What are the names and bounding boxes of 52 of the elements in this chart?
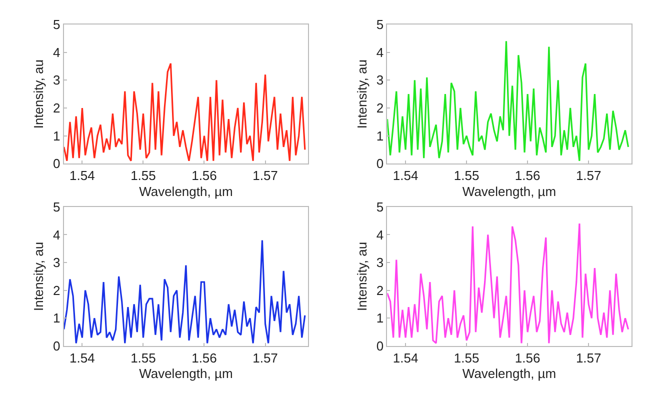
y-tick-label: 3 (53, 72, 60, 88)
x-tick-label: 1.57 (252, 168, 278, 184)
x-tick-label: 1.55 (454, 168, 480, 184)
y-tick-label: 0 (53, 338, 60, 354)
x-tick-label: 1.54 (70, 168, 95, 184)
y-tick-label: 0 (376, 338, 384, 354)
line-series (64, 62, 306, 162)
y-tick-label: 3 (376, 72, 384, 88)
x-tick-label: 1.56 (514, 168, 540, 184)
y-tick-label: 1 (53, 310, 60, 326)
y-tick-label: 2 (53, 282, 60, 298)
y-tick-label: 5 (376, 17, 384, 32)
x-tick-label: 1.55 (454, 350, 480, 366)
y-tick-label: 4 (376, 44, 384, 60)
x-tick-label: 1.55 (130, 168, 156, 184)
x-tick-label: 1.57 (576, 168, 602, 184)
y-tick-label: 1 (376, 128, 384, 144)
y-tick-label: 1 (376, 310, 384, 326)
x-tick-label: 1.55 (130, 350, 156, 366)
y-tick-label: 2 (376, 100, 384, 116)
y-tick-label: 4 (53, 44, 60, 60)
y-tick-label: 1 (53, 128, 60, 144)
line-series (387, 40, 630, 162)
x-tick-label: 1.54 (392, 168, 418, 184)
x-tick-label: 1.57 (576, 350, 602, 366)
y-tick-label: 3 (53, 255, 60, 270)
x-tick-label: 1.56 (192, 168, 217, 184)
x-tick-label: 1.56 (514, 350, 540, 366)
y-tick-label: 0 (53, 156, 60, 172)
x-axis-title: Wavelength, µm (462, 366, 556, 382)
y-axis-title: Intensity, au (354, 60, 370, 129)
line-series (387, 222, 630, 344)
line-series (64, 239, 306, 344)
y-axis-title: Intensity, au (354, 242, 370, 312)
y-axis-title: Intensity, au (31, 60, 46, 129)
y-tick-label: 5 (53, 199, 60, 214)
y-tick-label: 2 (376, 282, 384, 298)
y-tick-label: 5 (53, 17, 60, 32)
x-tick-label: 1.57 (252, 350, 278, 366)
y-tick-label: 0 (376, 156, 384, 172)
x-axis-title: Wavelength, µm (139, 184, 233, 199)
x-axis-title: Wavelength, µm (462, 184, 556, 199)
y-tick-label: 4 (376, 227, 384, 242)
x-tick-label: 1.54 (392, 350, 418, 366)
y-tick-label: 2 (53, 100, 60, 116)
x-axis-title: Wavelength, µm (139, 366, 233, 382)
x-tick-label: 1.54 (70, 350, 95, 366)
y-tick-label: 3 (376, 255, 384, 270)
y-tick-label: 4 (53, 227, 60, 242)
x-tick-label: 1.56 (192, 350, 217, 366)
y-axis-title: Intensity, au (31, 242, 46, 312)
y-tick-label: 5 (376, 199, 384, 214)
